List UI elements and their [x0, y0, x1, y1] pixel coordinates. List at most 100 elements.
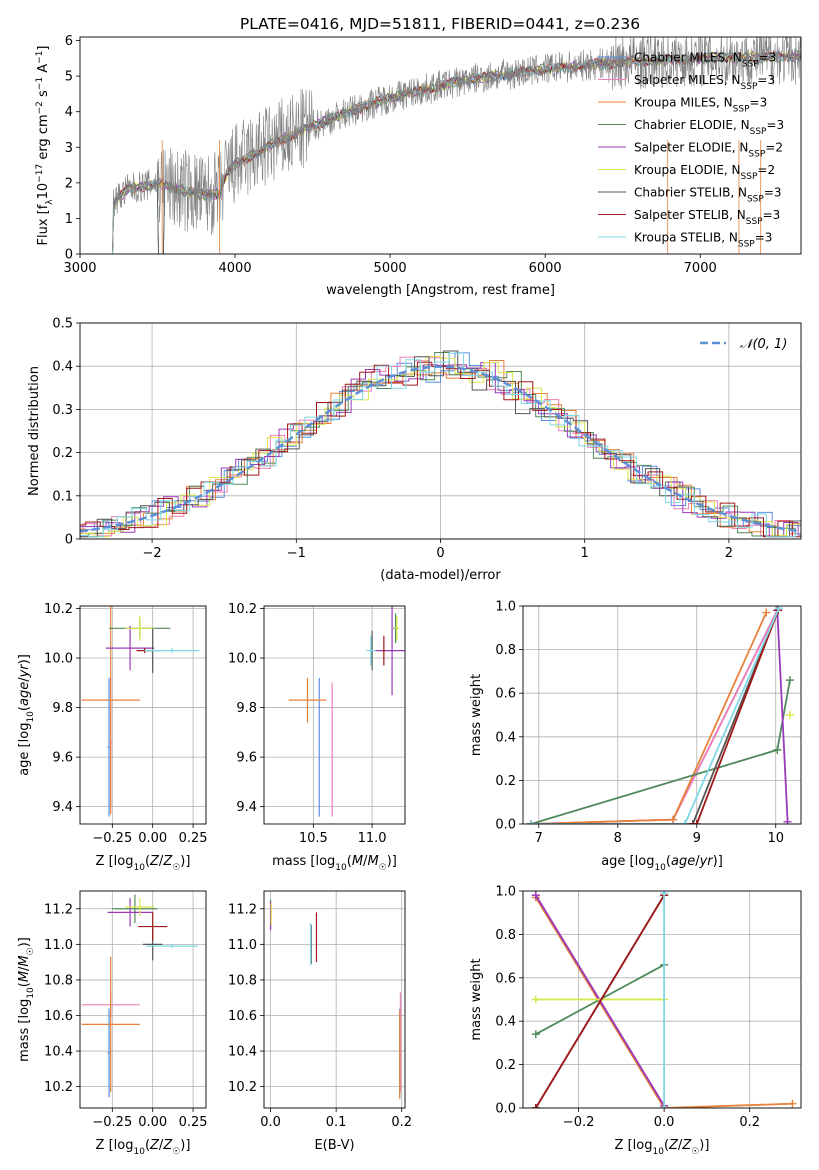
legend-label: Salpeter MILES, NSSP=3 [634, 73, 775, 92]
y-tick-label: 9.6 [52, 751, 73, 766]
y-tick-label: 10.0 [228, 652, 257, 667]
weight-vs-Z-panel: −0.2 0.0 0.2 0.0 0.2 0.4 0.6 0.8 1.0 Z [log10(Z/Z… [469, 885, 802, 1157]
y-tick-label: 10.6 [228, 1009, 257, 1024]
weight-marker [680, 820, 689, 824]
y-tick-label: 0.4 [495, 1015, 516, 1030]
x-tick-label: 0.0 [654, 1115, 675, 1130]
weight-marker [785, 676, 794, 685]
age-vs-mass-panel: 10.5 11.0 9.4 9.6 9.8 10.0 10.2 mass [log10(M/M… [228, 602, 406, 873]
x-tick-label: 0.2 [391, 1115, 412, 1130]
x-axis-label: age [log10(age/yr)] [601, 854, 723, 873]
histograms [80, 350, 801, 538]
y-tick-label: 9.8 [52, 701, 73, 716]
error-points [81, 894, 198, 1098]
x-tick-label: 3000 [63, 261, 96, 276]
y-tick-label: 0 [65, 248, 73, 263]
y-tick-label: 0.2 [52, 446, 73, 461]
weight-marker [774, 606, 783, 613]
weight-lines [531, 891, 797, 1108]
histogram-step [80, 355, 801, 538]
weight-line [530, 607, 780, 824]
y-tick-label: 10.8 [228, 973, 257, 988]
weight-lines [526, 606, 794, 824]
mass-vs-Z-panel: −0.25 0.00 0.25 10.2 10.4 10.6 10.8 11.0 11.2 Z [… [17, 890, 208, 1157]
histogram-step [80, 352, 801, 538]
weight-marker [762, 608, 771, 617]
weight-marker [531, 1104, 540, 1108]
residuals-panel: −2 −1 0 1 2 0 0.1 0.2 0.3 0.4 0.5 𝒩(0, 1) (data-mode… [27, 317, 802, 583]
mass-vs-ebv-panel: 0.0 0.1 0.2 10.2 10.4 10.6 10.8 11.0 11.2 E(B-V) [228, 890, 412, 1153]
y-tick-label: 0.0 [495, 818, 516, 833]
legend-label: 𝒩(0, 1) [740, 337, 787, 352]
axes-frame [263, 605, 406, 825]
x-tick-label: 0 [436, 546, 444, 561]
error-points [81, 606, 200, 817]
x-tick-label: 10 [767, 831, 784, 846]
y-axis-label: Flux [fλ10−17 erg cm−2 s−1 A−1] [35, 46, 55, 246]
weight-line [776, 610, 789, 822]
data-spectrum [112, 37, 801, 251]
legend-label: Kroupa MILES, NSSP=3 [634, 96, 767, 115]
legend-label: Salpeter STELIB, NSSP=3 [634, 208, 780, 227]
x-tick-label: 0.2 [739, 1115, 760, 1130]
x-axis-label: E(B-V) [314, 1138, 354, 1153]
x-tick-label: 0.00 [138, 1115, 167, 1130]
y-tick-label: 11.2 [228, 902, 257, 917]
x-axis-label: Z [log10(Z/Z☉)] [96, 854, 191, 873]
x-tick-label: 7 [535, 831, 543, 846]
weight-marker [773, 745, 782, 754]
y-axis-label: Normed distribution [27, 366, 42, 496]
y-tick-label: 0.2 [495, 774, 516, 789]
x-tick-label: 4000 [219, 261, 252, 276]
y-tick-label: 0 [65, 533, 73, 548]
x-tick-label: 6000 [529, 261, 562, 276]
x-tick-label: 2 [725, 546, 733, 561]
weight-marker [526, 820, 535, 824]
axes-frame [79, 36, 802, 255]
weight-marker [660, 891, 669, 898]
y-axis-label: age [log10(age/yr)] [17, 654, 36, 776]
y-tick-label: 9.4 [52, 800, 73, 815]
weight-marker [785, 711, 794, 719]
x-tick-label: 0.25 [179, 831, 208, 846]
y-tick-label: 0.8 [495, 928, 516, 943]
y-tick-label: 1 [65, 212, 73, 227]
normal-curve [80, 365, 799, 533]
weight-marker [688, 820, 697, 824]
axes-frame [79, 890, 207, 1109]
x-tick-label: 0.0 [260, 1115, 281, 1130]
x-tick-label: 5000 [374, 261, 407, 276]
weight-marker [531, 1030, 540, 1039]
model-lines [112, 37, 801, 254]
x-tick-label: −1 [287, 546, 306, 561]
axes-frame [79, 322, 802, 540]
histogram-step [80, 350, 801, 538]
legend-label: Kroupa ELODIE, NSSP=2 [634, 163, 775, 182]
legend-label: Chabrier ELODIE, NSSP=3 [634, 118, 784, 137]
y-tick-label: 9.4 [236, 800, 257, 815]
x-tick-label: 9 [693, 831, 701, 846]
y-tick-label: 6 [65, 34, 73, 49]
y-tick-label: 11.0 [44, 938, 73, 953]
x-tick-label: 0.00 [138, 831, 167, 846]
weight-marker [531, 891, 540, 900]
x-tick-label: 8 [614, 831, 622, 846]
x-tick-label: 1 [581, 546, 589, 561]
weight-line [530, 610, 779, 824]
weight-line [535, 894, 665, 1108]
weight-vs-age-panel: 7 8 9 10 0.0 0.2 0.4 0.6 0.8 1.0 age [log10(age/yr… [469, 600, 802, 873]
y-tick-label: 10.4 [44, 1045, 73, 1060]
y-tick-label: 0.3 [52, 403, 73, 418]
axes-frame [263, 890, 406, 1109]
x-tick-label: −0.2 [563, 1115, 595, 1130]
weight-marker [531, 995, 540, 1004]
x-tick-label: −0.25 [92, 1115, 132, 1130]
y-tick-label: 9.8 [236, 701, 257, 716]
y-tick-label: 10.6 [44, 1009, 73, 1024]
y-tick-label: 10.2 [44, 1080, 73, 1095]
x-tick-label: 0.25 [179, 1115, 208, 1130]
legend-label: Chabrier STELIB, NSSP=3 [634, 186, 782, 205]
x-tick-label: −0.25 [92, 831, 132, 846]
age-vs-Z-panel: −0.25 0.00 0.25 9.4 9.6 9.8 10.0 10.2 Z [log10(Z… [17, 602, 208, 873]
